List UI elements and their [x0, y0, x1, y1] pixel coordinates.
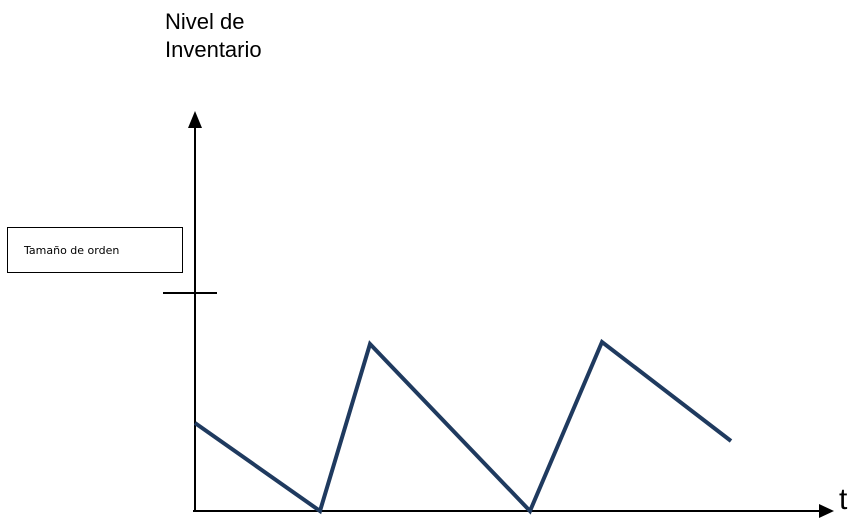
x-axis-arrow: [819, 504, 834, 518]
order-size-box: Tamaño de orden: [7, 227, 183, 273]
order-size-label: Tamaño de orden: [24, 244, 120, 257]
inventory-level-line: [193, 338, 733, 515]
y-axis-title-line1: Nivel de: [165, 9, 245, 34]
y-axis-title: Nivel de Inventario: [165, 8, 262, 64]
y-axis-title-line2: Inventario: [165, 37, 262, 62]
x-axis-title: t: [839, 483, 848, 516]
y-axis-arrow: [188, 111, 202, 128]
